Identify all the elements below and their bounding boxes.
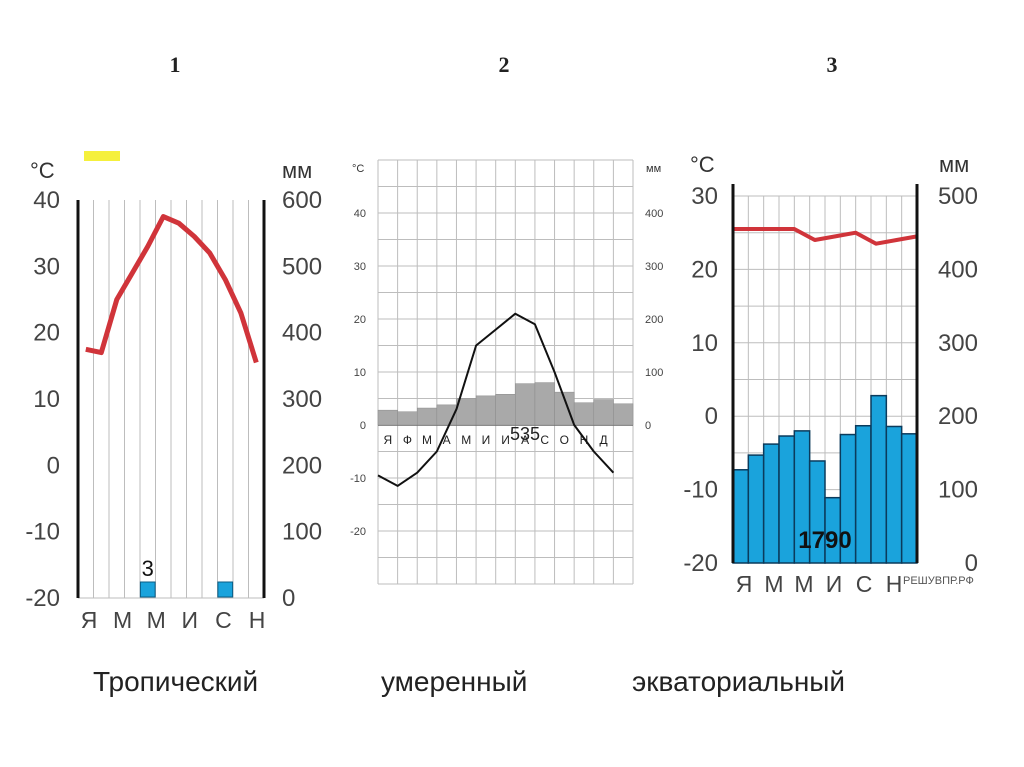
month-label: М (461, 433, 471, 447)
precipitation-unit-label: мм (282, 158, 312, 183)
panel-number-3: 3 (826, 52, 838, 77)
temperature-tick-label: -10 (683, 477, 718, 504)
temperature-tick-label: -10 (350, 473, 366, 485)
precipitation-tick-label: 100 (645, 367, 663, 379)
precipitation-tick-label: 0 (282, 585, 295, 612)
precipitation-tick-label: 400 (282, 320, 322, 347)
precipitation-tick-label: 300 (282, 386, 322, 413)
temperature-line (85, 214, 259, 364)
month-label: И (501, 433, 510, 447)
temperature-tick-label: -20 (683, 550, 718, 577)
temperature-tick-label: 10 (691, 330, 718, 357)
temperature-unit-label: °C (352, 163, 364, 175)
month-label: М (422, 433, 432, 447)
precipitation-bar (900, 433, 918, 564)
precipitation-tick-label: 0 (965, 550, 978, 577)
month-label: О (560, 433, 569, 447)
precipitation-tick-label: 500 (938, 183, 978, 210)
month-label: А (521, 433, 529, 447)
precipitation-tick-label: 200 (282, 452, 322, 479)
month-label: Я (81, 607, 98, 633)
temperature-tick-label: 0 (47, 452, 60, 479)
temperature-line (377, 312, 615, 487)
temperature-tick-label: 20 (33, 320, 60, 347)
temperature-tick-label: 0 (705, 403, 718, 430)
precipitation-unit-label: мм (939, 152, 969, 177)
precipitation-bar (870, 394, 888, 564)
temperature-line (733, 227, 918, 246)
precipitation-tick-label: 300 (938, 330, 978, 357)
precipitation-tick-label: 500 (282, 253, 322, 280)
temperature-tick-label: -10 (25, 519, 60, 546)
precipitation-tick-label: 400 (938, 256, 978, 283)
precipitation-bar (854, 424, 872, 564)
caption-tropical: Тропический (93, 666, 259, 697)
precipitation-total-label: 1790 (798, 527, 851, 554)
precipitation-bar (217, 581, 234, 598)
panel-number-2: 2 (498, 52, 510, 77)
month-label: Я (383, 433, 392, 447)
precipitation-tick-label: 100 (282, 519, 322, 546)
precipitation-bar (613, 403, 634, 426)
temperature-tick-label: 40 (33, 187, 60, 214)
month-label: Н (886, 571, 903, 597)
precipitation-tick-label: 200 (938, 403, 978, 430)
month-label: И (182, 607, 199, 633)
month-label: И (482, 433, 491, 447)
precipitation-tick-label: 100 (938, 477, 978, 504)
month-label: М (794, 571, 813, 597)
temperature-tick-label: 30 (354, 261, 366, 273)
temperature-tick-label: 20 (691, 256, 718, 283)
month-label: Д (600, 433, 608, 447)
precipitation-tick-label: 400 (645, 208, 663, 220)
precipitation-tick-label: 600 (282, 187, 322, 214)
month-label: А (443, 433, 451, 447)
month-label: Н (580, 433, 589, 447)
month-label: М (764, 571, 783, 597)
precipitation-tick-label: 0 (645, 420, 651, 432)
watermark: РЕШУВПР.РФ (903, 575, 974, 587)
precipitation-tick-label: 200 (645, 314, 663, 326)
precipitation-bar (732, 469, 750, 564)
precipitation-annotation: 3 (142, 556, 154, 581)
caption-equatorial: экваториальный (632, 666, 846, 697)
temperature-tick-label: 30 (33, 253, 60, 280)
temperature-tick-label: 10 (354, 367, 366, 379)
precipitation-bar (885, 425, 903, 564)
temperature-tick-label: 40 (354, 208, 366, 220)
panel-number-1: 1 (169, 52, 181, 77)
month-label: М (147, 607, 166, 633)
precipitation-bar (778, 435, 796, 564)
month-label: С (215, 607, 232, 633)
temperature-unit-label: °C (30, 158, 55, 183)
month-label: Ф (403, 433, 412, 447)
precipitation-unit-label: мм (646, 163, 661, 175)
month-label: М (113, 607, 132, 633)
temperature-tick-label: 0 (360, 420, 366, 432)
precipitation-bar (747, 454, 765, 564)
temperature-tick-label: -20 (350, 526, 366, 538)
precipitation-tick-label: 300 (645, 261, 663, 273)
temperature-tick-label: 30 (691, 183, 718, 210)
temperature-tick-label: -20 (25, 585, 60, 612)
month-label: Н (249, 607, 266, 633)
month-label: С (856, 571, 873, 597)
precipitation-bar (139, 581, 156, 598)
caption-temperate: умеренный (381, 666, 528, 697)
precipitation-total-label: 535 (510, 424, 540, 444)
highlight-marker (84, 151, 120, 161)
precipitation-bar (762, 443, 780, 564)
month-label: И (826, 571, 843, 597)
temperature-unit-label: °C (690, 152, 715, 177)
temperature-tick-label: 10 (33, 386, 60, 413)
temperature-tick-label: 20 (354, 314, 366, 326)
month-label: Я (736, 571, 753, 597)
month-label: С (540, 433, 549, 447)
